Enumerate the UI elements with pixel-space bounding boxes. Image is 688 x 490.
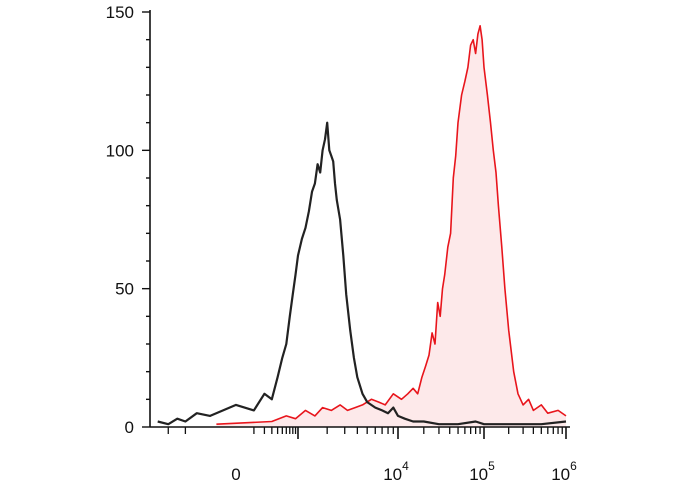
- y-tick-label: 0: [125, 418, 134, 437]
- x-tick-label: 0: [231, 465, 240, 484]
- x-tick-label: 105: [469, 459, 495, 484]
- x-tick-label: 106: [551, 459, 577, 484]
- series-0-line: [157, 121, 567, 426]
- series-1-area: [216, 25, 566, 428]
- x-axis-ticks: 0 104 105 106: [167, 427, 577, 484]
- series-layer: [157, 25, 567, 428]
- series-1-line: [216, 25, 567, 425]
- y-tick-label: 100: [106, 141, 134, 160]
- x-tick-base: 10: [469, 465, 488, 484]
- y-tick-label: 50: [115, 280, 134, 299]
- x-tick-exponent: 5: [488, 459, 495, 473]
- x-tick-base: 10: [551, 465, 570, 484]
- y-tick-label: 150: [106, 3, 134, 22]
- x-tick-base: 10: [383, 465, 402, 484]
- x-tick-base: 0: [231, 465, 240, 484]
- x-tick-label: 104: [383, 459, 409, 484]
- x-tick-exponent: 4: [402, 459, 409, 473]
- x-tick-exponent: 6: [570, 459, 577, 473]
- y-axis-ticks: 0 50 100 150: [106, 3, 150, 437]
